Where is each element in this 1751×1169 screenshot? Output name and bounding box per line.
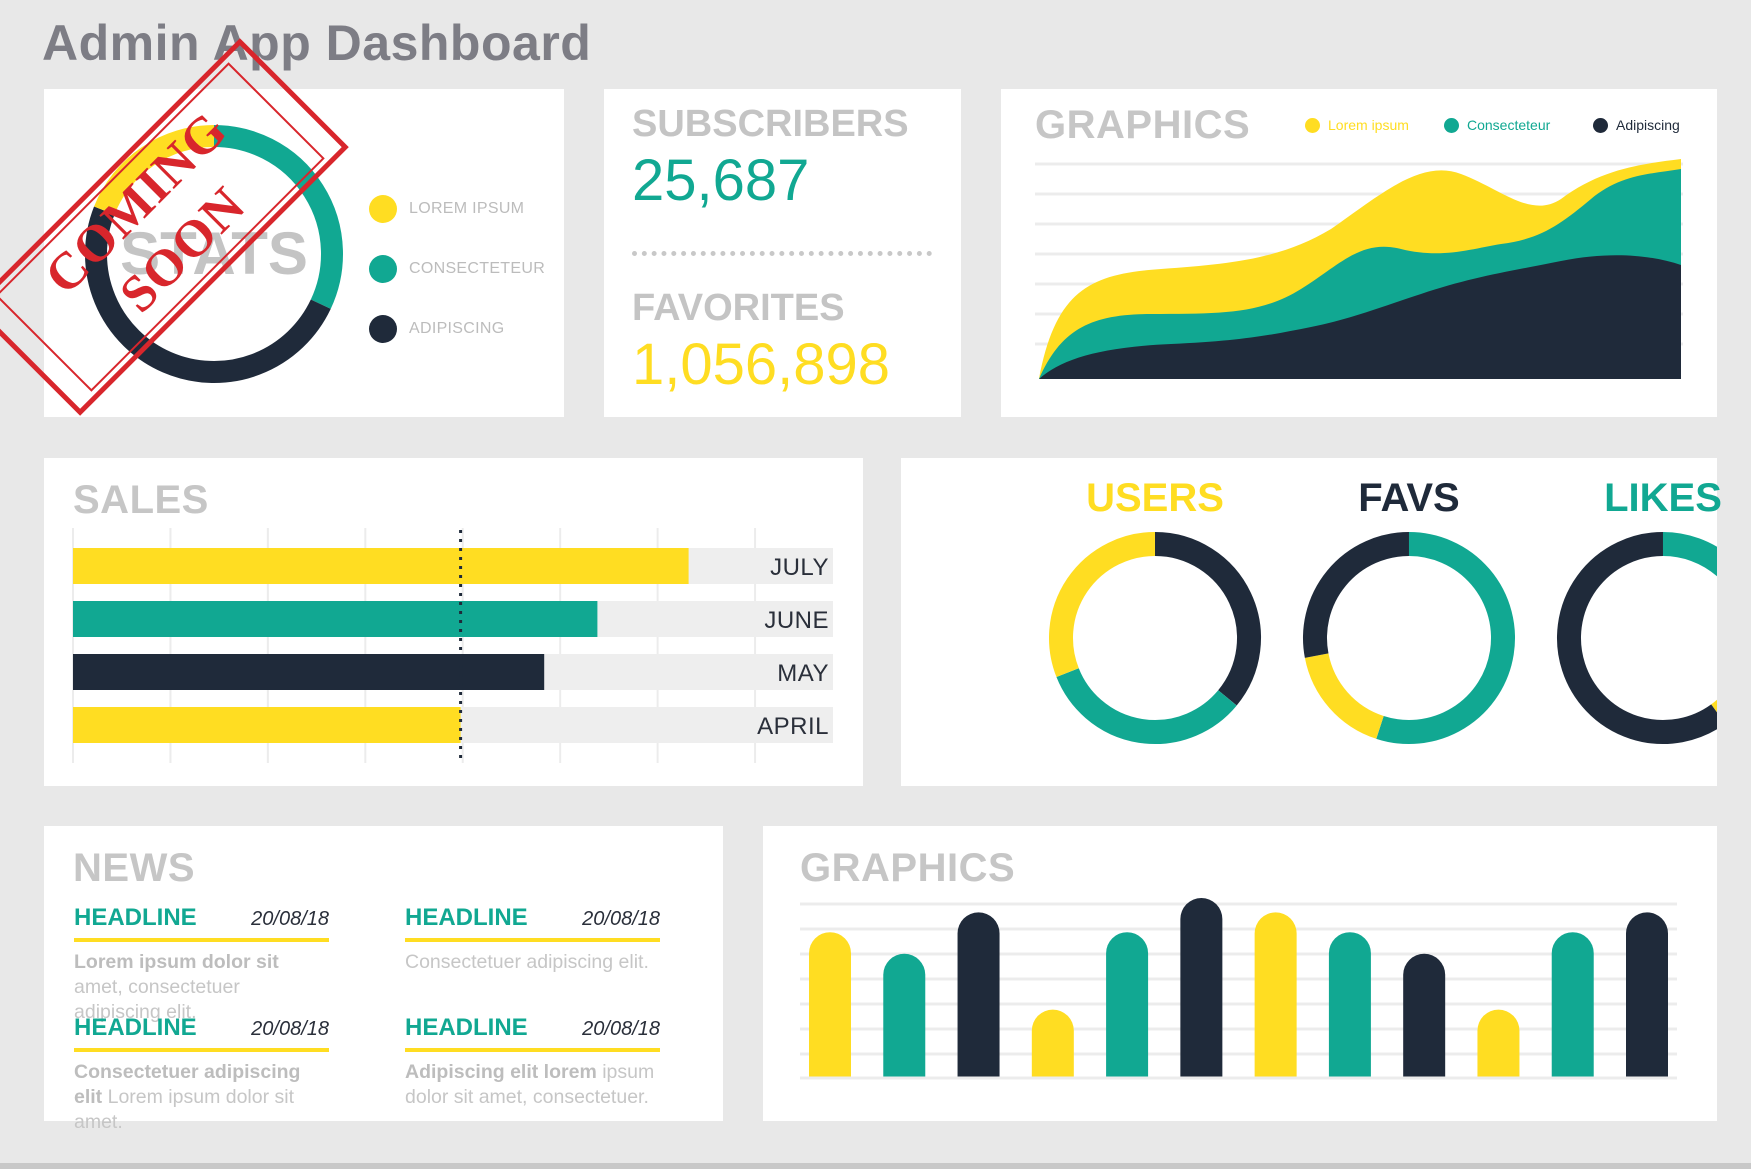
graphics-bar (1403, 953, 1446, 1099)
favorites-value: 1,056,898 (632, 332, 891, 397)
donut-segment-teal (213, 125, 343, 309)
legend-label: Lorem ipsum (1328, 117, 1409, 133)
news-date: 20/08/18 (251, 908, 329, 930)
legend-dot (1444, 117, 1459, 133)
legend-label: CONSECTETEUR (409, 260, 546, 277)
stats-donut: STATS (85, 125, 343, 384)
graphics-area-title: GRAPHICS (1035, 103, 1251, 147)
graphics-area-card: GRAPHICS Lorem ipsum Consecteteur Adipis… (1001, 89, 1717, 417)
legend-item-adipiscing: ADIPISCING (369, 299, 545, 359)
news-headline[interactable]: HEADLINE (74, 904, 197, 931)
sales-bar (73, 601, 598, 637)
news-headline[interactable]: HEADLINE (405, 1014, 528, 1041)
graphics-bars-title: GRAPHICS (800, 846, 1016, 890)
ring-segment (1303, 532, 1410, 658)
ring-title-likes: LIKES (1604, 476, 1722, 520)
news-item[interactable]: HEADLINE 20/08/18 Consectetuer adipiscin… (74, 1014, 329, 1135)
graphics-bar (1254, 912, 1297, 1099)
legend-dot (369, 315, 397, 343)
graphics-bar (1180, 898, 1223, 1099)
bar-chart (800, 898, 1677, 1108)
sales-card: SALES JULY JUNE MAY APRIL (44, 458, 863, 786)
sales-chart (72, 528, 833, 763)
sales-bar (73, 707, 461, 743)
legend-item-adipiscing: Adipiscing (1593, 117, 1680, 133)
news-headline[interactable]: HEADLINE (74, 1014, 197, 1041)
graphics-bar (1551, 932, 1594, 1099)
sales-bar (73, 548, 689, 584)
news-date: 20/08/18 (582, 908, 660, 930)
legend-item-lorem-ipsum: LOREM IPSUM (369, 179, 545, 239)
subscribers-label: SUBSCRIBERS (632, 103, 909, 145)
legend-dot (369, 255, 397, 283)
legend-item-consecteteur: Consecteteur (1444, 117, 1550, 133)
legend-label: ADIPISCING (409, 320, 505, 337)
news-item[interactable]: HEADLINE 20/08/18 Adipiscing elit lorem … (405, 1014, 660, 1110)
legend-dot (1593, 117, 1608, 133)
legend-dot (1305, 117, 1320, 133)
news-headline[interactable]: HEADLINE (405, 904, 528, 931)
news-item[interactable]: HEADLINE 20/08/18 Lorem ipsum dolor sit … (74, 904, 329, 1025)
news-title: NEWS (73, 846, 195, 890)
ring-segment (1304, 652, 1385, 739)
ring-segment (1662, 532, 1717, 577)
donut-segment-yellow (94, 125, 215, 215)
area-series-navy (1039, 255, 1681, 379)
news-date: 20/08/18 (251, 1018, 329, 1040)
ring-segment (1154, 532, 1261, 706)
ring-title-users: USERS (1086, 476, 1224, 520)
news-body: Lorem ipsum dolor sit amet, consectetuer… (74, 951, 279, 1023)
graphics-bar (883, 953, 926, 1099)
graphics-bar (1106, 932, 1149, 1099)
ring-segment (1056, 667, 1237, 744)
news-item[interactable]: HEADLINE 20/08/18 Consectetuer adipiscin… (405, 904, 660, 975)
sales-bar (73, 654, 545, 690)
graphics-bar (1626, 912, 1668, 1099)
bottom-strip (0, 1163, 1751, 1169)
stats-legend: LOREM IPSUM CONSECTETEUR ADIPISCING (369, 179, 545, 359)
sales-month-april: APRIL (757, 713, 829, 740)
stats-center-label: STATS (120, 220, 308, 287)
news-card: NEWS HEADLINE 20/08/18 Lorem ipsum dolor… (44, 826, 723, 1133)
graphics-bar (957, 912, 1000, 1099)
ring-segment (1376, 532, 1515, 744)
news-body: Adipiscing elit lorem ipsum dolor sit am… (405, 1061, 655, 1108)
ring-segment (1557, 532, 1717, 744)
legend-label: Consecteteur (1467, 117, 1551, 133)
legend-label: Adipiscing (1616, 117, 1680, 133)
news-date: 20/08/18 (582, 1018, 660, 1040)
divider (632, 251, 932, 256)
legend-label: LOREM IPSUM (409, 200, 525, 217)
legend-dot (369, 195, 397, 223)
graphics-bars-card: GRAPHICS (763, 826, 1717, 1121)
news-body: Consectetuer adipiscing elit. (405, 951, 649, 973)
legend-item-consecteteur: CONSECTETEUR (369, 239, 545, 299)
legend-item-lorem-ipsum: Lorem ipsum (1305, 117, 1409, 133)
rings-chart (1049, 532, 1717, 744)
graphics-bar (1328, 932, 1371, 1099)
page-title: Admin App Dashboard (42, 15, 592, 71)
rings-card: USERS FAVS LIKES (901, 458, 1722, 786)
news-body: Consectetuer adipiscing elit Lorem ipsum… (74, 1061, 301, 1133)
donut-segment-navy (85, 206, 331, 384)
ring-title-favs: FAVS (1358, 476, 1460, 520)
sales-title: SALES (73, 478, 209, 522)
stats-card: STATS LOREM IPSUM CONSECTETEUR ADIPISCIN… (44, 89, 564, 417)
sales-month-july: JULY (770, 554, 829, 581)
favorites-label: FAVORITES (632, 287, 845, 329)
sales-month-june: JUNE (764, 607, 829, 634)
subscribers-value: 25,687 (632, 148, 810, 213)
area-chart (1035, 159, 1683, 379)
bars-gridlines (800, 902, 1677, 1081)
ring-segment (1049, 532, 1156, 678)
sales-month-may: MAY (777, 660, 829, 687)
kpi-card: SUBSCRIBERS 25,687 FAVORITES 1,056,898 (604, 89, 961, 417)
graphics-bar (809, 932, 851, 1099)
bars-baseline-mask (800, 1078, 1677, 1108)
